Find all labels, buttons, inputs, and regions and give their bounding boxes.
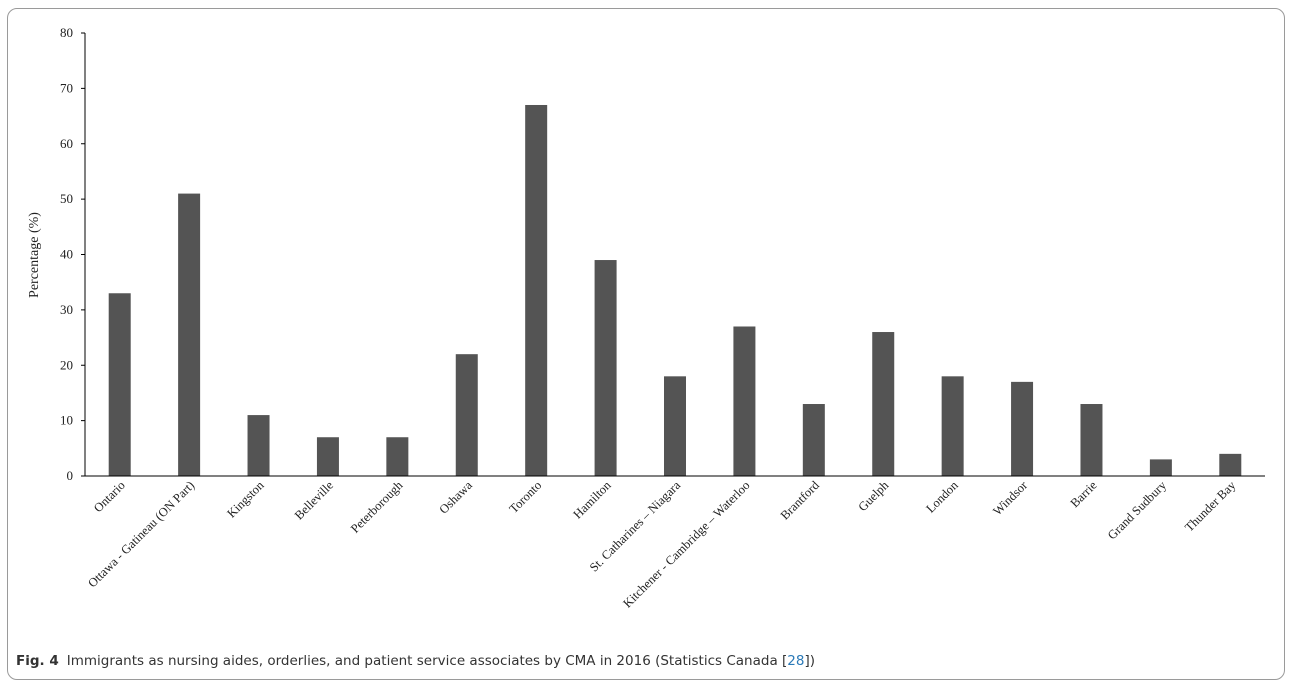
- bar-windsor: [1011, 381, 1034, 476]
- caption-text-end: ]): [804, 653, 816, 669]
- x-category-label: Belleville: [292, 478, 337, 523]
- bar-grand-sudbury: [1149, 459, 1172, 476]
- caption-text: Immigrants as nursing aides, orderlies, …: [66, 653, 788, 669]
- figure-frame: [7, 8, 1285, 680]
- x-category-label: Guelph: [855, 478, 891, 514]
- citation-link[interactable]: 28: [787, 653, 805, 669]
- x-category-label: London: [923, 478, 961, 516]
- bar-peterborough: [386, 437, 409, 476]
- figure-label: Fig. 4: [16, 653, 59, 669]
- y-tick-label: 70: [60, 80, 73, 95]
- bar-toronto: [525, 104, 548, 477]
- y-axis-title: Percentage (%): [27, 212, 42, 298]
- y-tick-label: 30: [60, 302, 73, 317]
- x-category-label: Brantford: [778, 478, 823, 523]
- x-category-label: Toronto: [507, 478, 545, 516]
- bar-ottawa-gatineau-on-part: [178, 193, 201, 476]
- x-category-label: Peterborough: [348, 478, 406, 536]
- bar-st-catharines-niagara: [664, 376, 686, 476]
- bar-kingston: [247, 415, 270, 476]
- bar-kitchener-cambridge-waterloo: [733, 326, 756, 476]
- x-category-label: Ontario: [91, 478, 128, 515]
- bar-hamilton: [594, 260, 617, 476]
- bar-ontario: [108, 293, 131, 476]
- x-category-label: Oshawa: [437, 478, 476, 517]
- bar-brantford: [802, 404, 825, 476]
- bars-group: [108, 104, 1242, 477]
- y-tick-label: 50: [60, 191, 73, 206]
- x-category-label: Hamilton: [570, 478, 614, 522]
- y-tick-label: 10: [60, 413, 73, 428]
- bar-oshawa: [455, 354, 478, 476]
- x-category-label: Windsor: [990, 478, 1031, 519]
- x-category-label: Thunder Bay: [1182, 478, 1239, 535]
- y-tick-label: 0: [67, 468, 74, 483]
- y-axis-ticks: 0 10 20 30 40 50 60 70 80: [60, 25, 85, 483]
- y-tick-label: 60: [60, 136, 73, 151]
- x-category-label: Kingston: [224, 478, 267, 521]
- x-category-label: Grand Sudbury: [1105, 478, 1170, 543]
- bar-guelph: [872, 332, 895, 476]
- figure-caption: Fig. 4 Immigrants as nursing aides, order…: [16, 653, 815, 669]
- bar-thunder-bay: [1219, 453, 1242, 476]
- bar-barrie: [1080, 404, 1103, 476]
- y-tick-label: 20: [60, 357, 73, 372]
- x-category-label: Barrie: [1068, 478, 1100, 510]
- x-category-label: Kitchener - Cambridge – Waterloo: [620, 478, 752, 610]
- bar-belleville: [316, 437, 339, 476]
- bar-london: [941, 376, 964, 476]
- y-tick-label: 40: [60, 247, 73, 262]
- y-tick-label: 80: [60, 25, 73, 40]
